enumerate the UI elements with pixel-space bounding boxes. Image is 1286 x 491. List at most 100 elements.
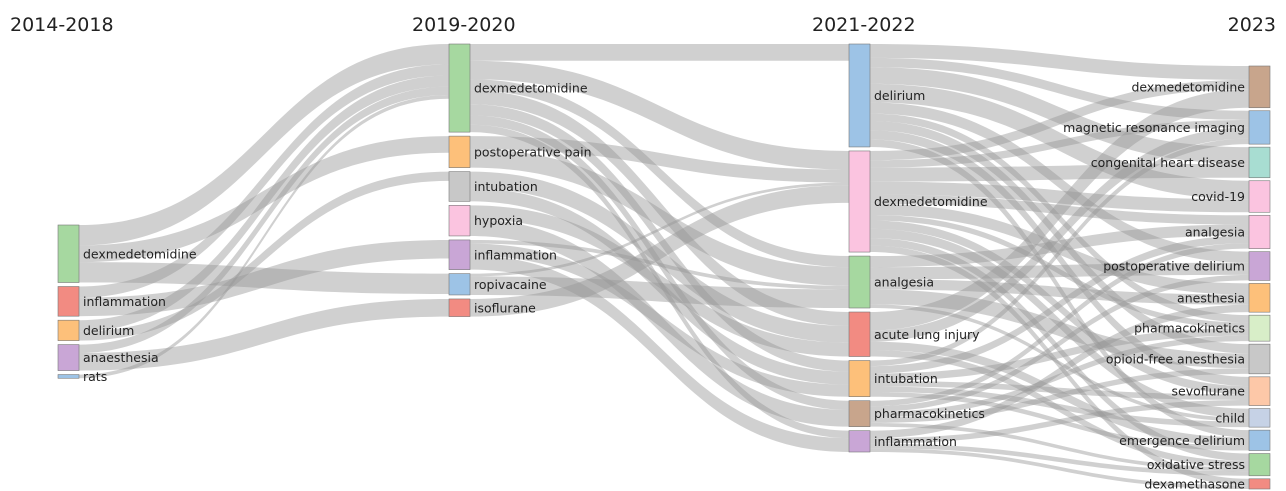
nodes: dexmedetomidine inflammation delirium anaes…	[57, 43, 1271, 491]
node	[1248, 180, 1271, 213]
flow-link	[470, 182, 849, 277]
node-label: postoperative delirium	[1103, 259, 1245, 274]
flow-link	[870, 289, 1249, 369]
node-label: dexamethasone	[1144, 476, 1245, 491]
node	[448, 135, 471, 168]
node-label: ropivacaine	[474, 277, 547, 292]
node	[1248, 453, 1271, 477]
node-label: dexmedetomidine	[83, 246, 197, 261]
node	[1248, 146, 1271, 179]
flow-link	[870, 400, 1249, 444]
node-label: inflammation	[474, 247, 557, 262]
node	[848, 430, 871, 453]
node-label: analgesia	[1185, 224, 1245, 239]
flow-link	[470, 149, 849, 286]
flow-link	[870, 127, 1249, 342]
flow-link	[79, 298, 449, 371]
flow-link	[870, 44, 1249, 80]
flow-link	[870, 224, 1249, 268]
flow-link	[470, 115, 849, 410]
links	[79, 44, 1249, 489]
flow-link	[870, 304, 1249, 439]
flow-link	[870, 120, 1249, 168]
flow-link	[79, 262, 449, 295]
node	[848, 360, 871, 397]
node-label: child	[1215, 410, 1245, 425]
flow-link	[870, 220, 1249, 395]
flow-link	[870, 163, 1249, 182]
flow-link	[870, 386, 1249, 428]
node-label: oxidative stress	[1147, 457, 1245, 472]
flow-link	[79, 86, 449, 353]
flow-link	[79, 136, 449, 263]
flow-link	[470, 219, 849, 427]
flow-link	[470, 171, 849, 343]
flow-link	[870, 79, 1249, 161]
node	[1248, 283, 1271, 313]
node	[57, 319, 80, 341]
node-label: inflammation	[874, 434, 957, 449]
flow-link	[870, 443, 1249, 476]
node	[1248, 408, 1271, 428]
flow-link	[870, 181, 1249, 213]
node-label: dexmedetomidine	[1131, 79, 1245, 94]
node-label: intubation	[474, 179, 538, 194]
node-label: sevoflurane	[1172, 384, 1246, 399]
flow-link	[870, 83, 1249, 200]
node	[1248, 251, 1271, 281]
flow-link	[870, 368, 1249, 423]
node-label: anesthesia	[1177, 290, 1245, 305]
flow-link	[870, 422, 1249, 472]
flow-link	[870, 194, 1249, 225]
flow-link	[79, 75, 449, 332]
flow-link	[870, 203, 1249, 295]
node-label: analgesia	[874, 275, 934, 290]
node	[1248, 214, 1271, 249]
node	[448, 205, 471, 237]
node-label: delirium	[874, 88, 925, 103]
node	[1248, 429, 1271, 451]
node	[57, 344, 80, 371]
flow-link	[870, 57, 1249, 121]
column-header: 2019-2020	[412, 14, 516, 36]
flow-link	[870, 113, 1249, 323]
node-label: rats	[83, 369, 107, 384]
node	[1248, 65, 1271, 109]
node-label: postoperative pain	[474, 144, 592, 159]
node-label: congenital heart disease	[1091, 155, 1246, 170]
flow-link	[870, 380, 1249, 401]
node	[1248, 376, 1271, 406]
flow-link	[470, 243, 849, 397]
node-label: magnetic resonance imaging	[1063, 120, 1245, 135]
column-header: 2021-2022	[812, 14, 916, 36]
node-label: acute lung injury	[874, 327, 980, 342]
flow-link	[470, 44, 849, 61]
node	[57, 224, 80, 283]
flow-link	[870, 214, 1249, 329]
flow-link	[870, 238, 1249, 461]
node	[448, 273, 471, 296]
node-label: hypoxia	[474, 213, 523, 228]
node	[1248, 478, 1271, 490]
column-header: 2014-2018	[10, 14, 114, 36]
flow-link	[870, 89, 1249, 331]
flow-link	[870, 130, 1249, 387]
flow-link	[470, 136, 849, 183]
flow-link	[470, 79, 849, 268]
node-label: emergence delirium	[1119, 433, 1245, 448]
flow-link	[870, 139, 1249, 438]
flow-link	[470, 185, 849, 317]
flow-link	[870, 138, 1249, 367]
node-label: delirium	[83, 323, 134, 338]
flow-link	[470, 124, 849, 439]
node	[848, 400, 871, 427]
node	[448, 239, 471, 270]
node-label: pharmacokinetics	[874, 406, 985, 421]
flow-link	[470, 239, 849, 290]
flow-link	[470, 188, 849, 385]
node	[1248, 110, 1271, 145]
flow-link	[470, 205, 849, 357]
flow-link	[870, 350, 1249, 468]
flow-link	[470, 60, 849, 170]
